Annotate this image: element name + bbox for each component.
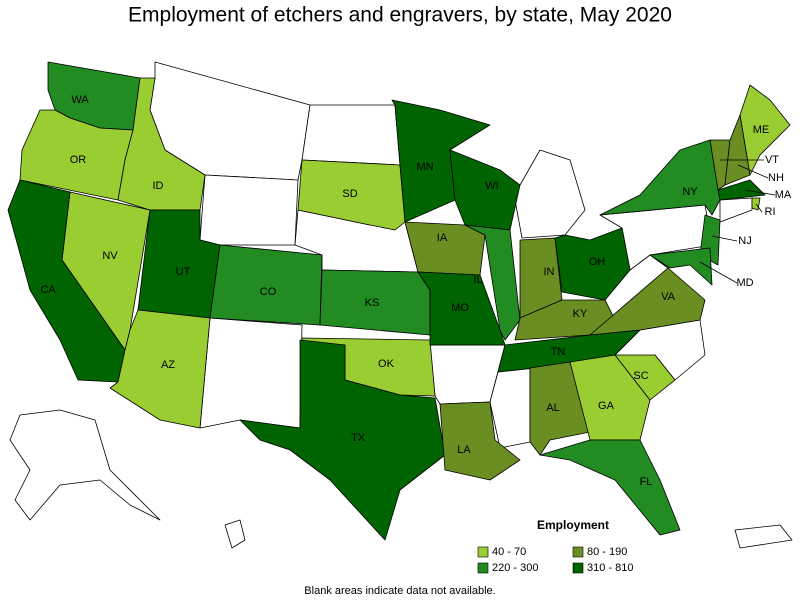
state [599, 139, 721, 216]
leader-line [755, 203, 763, 213]
state-label: MA [775, 189, 792, 201]
legend-swatch [572, 546, 584, 558]
state-blank [489, 367, 531, 449]
state [569, 354, 651, 441]
state-label: TX [351, 432, 366, 444]
state-label: MD [736, 277, 753, 289]
legend-label: 80 - 190 [587, 546, 627, 558]
state-blank [199, 317, 303, 429]
leader-line [744, 189, 776, 196]
legend-swatch [477, 562, 489, 574]
note: Blank areas indicate data not available. [304, 585, 495, 597]
state-label: UT [176, 266, 191, 278]
legend-label: 40 - 70 [492, 546, 526, 558]
state-label: AZ [161, 359, 175, 371]
state-label: RI [765, 206, 776, 218]
leader-line [737, 164, 769, 179]
state-label: NH [768, 172, 784, 184]
state-label: MO [451, 302, 469, 314]
state [109, 309, 211, 429]
state-label: CO [260, 286, 277, 298]
state-blank [199, 174, 299, 246]
state-blank [9, 409, 161, 521]
state-label: KY [573, 308, 588, 320]
states: WA OR ID NV CA UT AZ CO SD KS OK TX MN IA MO LA WI IL IN KY… [7, 61, 792, 541]
state-blank [514, 149, 586, 239]
state [554, 227, 631, 301]
state-label: IL [473, 274, 482, 286]
legend-title: Employment [537, 518, 609, 532]
state-label: GA [598, 400, 615, 412]
state-label: OK [378, 358, 395, 370]
state-label: FL [640, 476, 653, 488]
state-label: AL [546, 402, 559, 414]
state-blank [719, 197, 753, 223]
state-label: KS [365, 297, 380, 309]
state-label: SC [633, 370, 648, 382]
state-label: TN [551, 346, 566, 358]
state-label: NJ [738, 235, 751, 247]
state-blank [734, 524, 793, 549]
leader-line [699, 261, 738, 284]
leader-line [711, 235, 738, 242]
legend-label: 220 - 300 [492, 562, 538, 574]
state [649, 247, 713, 286]
state [464, 224, 521, 341]
state-label: OH [589, 256, 606, 268]
state-label: OR [70, 154, 87, 166]
state-label: WI [485, 180, 498, 192]
state-label: VA [661, 291, 676, 303]
state [539, 439, 681, 536]
state-label: WA [71, 94, 89, 106]
legend-label: 310 - 810 [587, 562, 633, 574]
state [589, 267, 706, 336]
state [439, 401, 521, 481]
state-blank [301, 104, 401, 166]
state-label: VT [765, 154, 779, 166]
state [717, 179, 766, 201]
state-label: NY [682, 186, 698, 198]
state [239, 339, 446, 541]
state-label: SD [342, 188, 357, 200]
state [404, 221, 486, 276]
legend-swatch [572, 562, 584, 574]
state [497, 329, 641, 373]
state-label: LA [457, 444, 471, 456]
legend-swatch [477, 546, 489, 558]
state-label: ME [753, 124, 770, 136]
state-label: CA [40, 284, 56, 296]
state [614, 354, 676, 401]
state-label: NV [102, 250, 118, 262]
state-label: IN [544, 266, 555, 278]
state-label: MN [416, 161, 433, 173]
state-blank [224, 519, 246, 549]
state-label: IA [437, 232, 448, 244]
state [7, 179, 126, 383]
state-label: ID [153, 180, 164, 192]
legend: Employment 40 - 70 80 - 190 220 - 300 310 -… [477, 518, 633, 574]
map-title: Employment of etchers and engravers, by … [128, 4, 672, 27]
